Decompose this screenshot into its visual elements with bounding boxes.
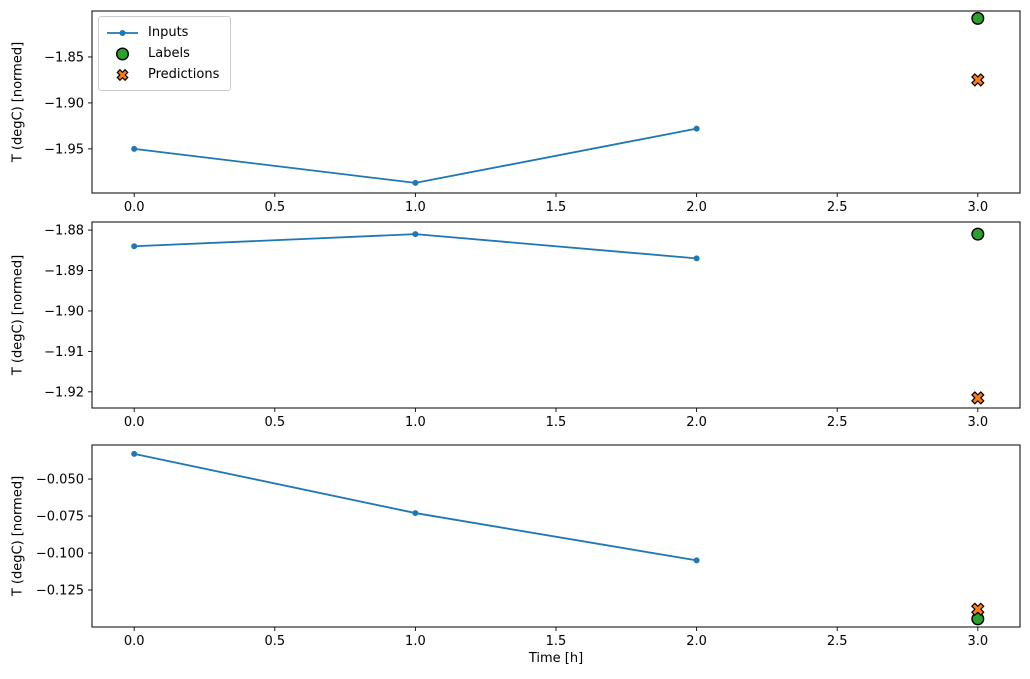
y-tick-label: −1.89: [44, 264, 84, 279]
y-tick-label: −1.90: [44, 304, 84, 319]
predictions-x-icon: [106, 67, 139, 83]
inputs-line: [134, 233, 697, 260]
legend-circle: [115, 46, 130, 61]
y-tick-label: −1.95: [44, 142, 84, 157]
inputs-line: [133, 452, 697, 562]
x-tick-label: 2.0: [686, 200, 707, 215]
x-tick-label: 2.0: [686, 634, 707, 649]
y-tick-label: −0.100: [36, 547, 84, 562]
legend-label-predictions: Predictions: [148, 67, 220, 82]
inputs-point: [131, 450, 138, 457]
inputs-point: [131, 243, 138, 250]
inputs-line-icon: [106, 26, 139, 40]
subplot-top-canvas: −1.85 −1.90 −1.95 0.0 0.5 1.0 1.5 2.0 2.5 3.0: [44, 10, 1021, 215]
x-tick-label: 1.5: [546, 200, 567, 215]
x-tick-label: 1.0: [405, 415, 426, 430]
x-tick-label: 1.5: [546, 634, 567, 649]
inputs-point: [412, 231, 419, 238]
predictions-marker: [971, 602, 985, 617]
y-axis-label-bottom: T (degC) [normed]: [10, 475, 26, 597]
inputs-line: [134, 127, 697, 184]
subplot-bottom-canvas: −0.050 −0.075 −0.100 −0.125 0.0 0.5 1.0 1.5 2.0 2…: [36, 444, 1021, 649]
y-tick-label: −1.88: [44, 224, 84, 239]
x-tick-label: 2.5: [827, 634, 848, 649]
labels-marker: [971, 11, 985, 25]
x-tick-label: 1.0: [405, 634, 426, 649]
legend-label-labels: Labels: [148, 46, 190, 61]
y-axis-label-top: T (degC) [normed]: [10, 41, 26, 163]
y-tick-label: −1.92: [44, 385, 84, 400]
x-tick-label: 3.0: [967, 415, 988, 430]
inputs-point: [412, 510, 419, 517]
inputs-point: [693, 255, 700, 262]
y-tick-label: −0.125: [36, 584, 84, 599]
x-tick-label: 3.0: [967, 200, 988, 215]
y-tick-label: −1.85: [44, 50, 84, 65]
inputs-point: [412, 179, 419, 186]
x-tick-label: 2.5: [827, 415, 848, 430]
inputs-point: [693, 125, 700, 132]
y-tick-label: −0.050: [36, 473, 84, 488]
y-tick-label: −1.90: [44, 96, 84, 111]
labels-circle-icon: [106, 46, 139, 62]
x-tick-label: 2.0: [686, 415, 707, 430]
x-tick-label: 1.5: [546, 415, 567, 430]
x-tick-label: 1.0: [405, 200, 426, 215]
x-tick-label: 0.5: [264, 415, 285, 430]
axes-frame: [91, 221, 1021, 409]
y-tick-label: −1.91: [44, 345, 84, 360]
x-tick-label: 0.5: [264, 200, 285, 215]
axes-frame: [91, 10, 1021, 194]
legend-item-predictions: Predictions: [106, 64, 219, 85]
legend-item-labels: Labels: [106, 43, 219, 64]
x-tick-label: 0.0: [124, 634, 145, 649]
legend-line-dot: [119, 29, 126, 36]
legend-label-inputs: Inputs: [148, 25, 189, 40]
legend-item-inputs: Inputs: [106, 22, 219, 43]
y-tick-label: −0.075: [36, 510, 84, 525]
x-tick-label: 0.0: [124, 415, 145, 430]
x-tick-label: 3.0: [967, 634, 988, 649]
legend-x-marker: [116, 68, 129, 81]
subplot-middle-canvas: −1.88 −1.89 −1.90 −1.91 −1.92 0.0 0.5 1.0 1.5 2.0…: [44, 221, 1021, 430]
labels-marker: [971, 227, 985, 241]
x-tick-label: 0.0: [124, 200, 145, 215]
x-tick-label: 2.5: [827, 200, 848, 215]
legend: Inputs Labels Predictions: [98, 16, 232, 91]
subplot-middle: −1.88 −1.89 −1.90 −1.91 −1.92 0.0 0.5 1.0 1.5 2.0…: [0, 221, 1030, 444]
x-tick-label: 0.5: [264, 634, 285, 649]
y-axis-label-middle: T (degC) [normed]: [10, 254, 26, 376]
subplot-top: −1.85 −1.90 −1.95 0.0 0.5 1.0 1.5 2.0 2.5 3.0: [0, 0, 1030, 222]
inputs-point: [131, 145, 138, 152]
predictions-marker: [971, 73, 985, 87]
predictions-marker: [971, 391, 985, 405]
subplot-bottom: −0.050 −0.075 −0.100 −0.125 0.0 0.5 1.0 1.5 2.0 2…: [0, 444, 1030, 679]
x-axis-label: Time [h]: [528, 651, 584, 666]
inputs-point: [693, 557, 700, 564]
